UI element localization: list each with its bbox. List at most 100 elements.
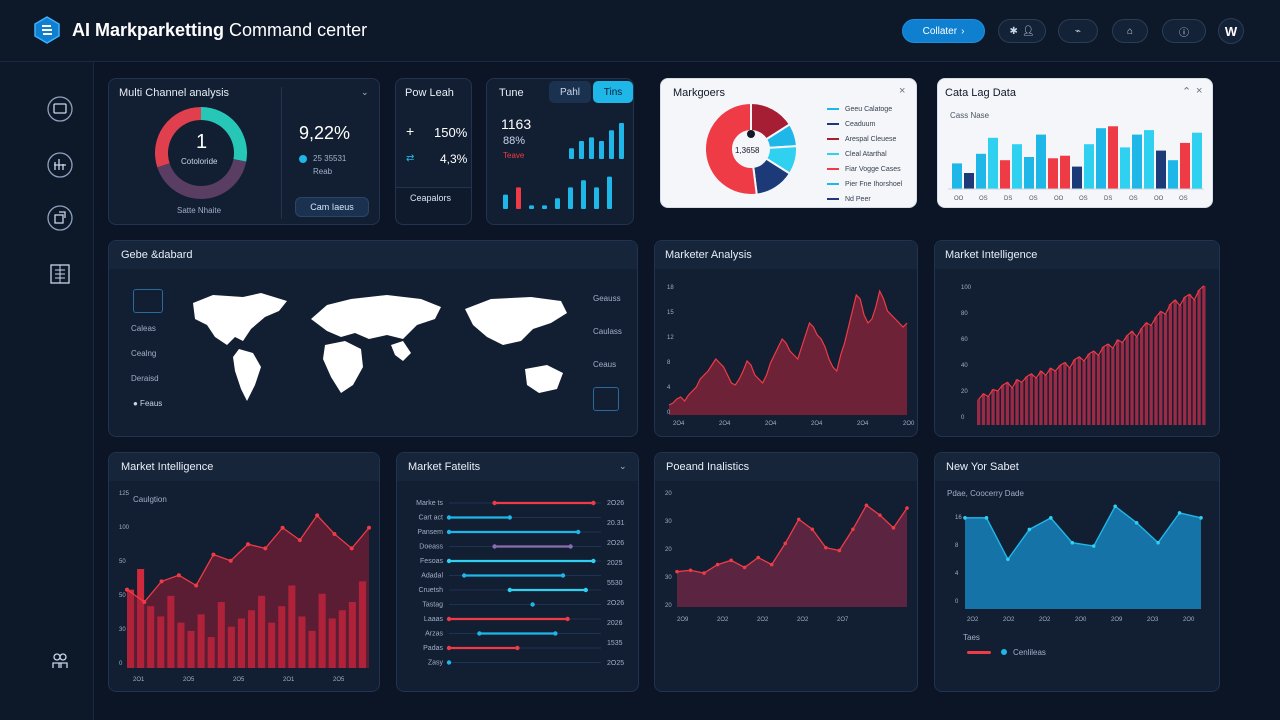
po-point-13 bbox=[851, 527, 855, 532]
geo-left-label: Caleas bbox=[131, 324, 156, 333]
market-intelligence-bottom-panel: Market Intelligence Caulgtion 125 100 50 50… bbox=[108, 452, 380, 692]
close-icon[interactable]: × bbox=[899, 85, 906, 97]
legend-item: Ceaduum bbox=[827, 118, 875, 130]
mf-end-4 bbox=[591, 558, 596, 564]
mi-bar-10 bbox=[1024, 376, 1029, 425]
mf-end-5 bbox=[560, 573, 566, 578]
document-icon[interactable] bbox=[46, 260, 74, 288]
y-tick-label: 12 bbox=[667, 335, 674, 341]
x-tick-label: 2O4 bbox=[857, 421, 869, 427]
po-point-1 bbox=[688, 568, 693, 573]
new-yor-area-chart: 16 8 4 0 2O2 2O2 2O2 2O0 2O9 2O3 2O0 bbox=[955, 504, 1203, 623]
campaign-button[interactable]: Cam Iaeus bbox=[295, 197, 369, 217]
legend-swatch bbox=[827, 138, 839, 140]
donut-segment-0 bbox=[201, 107, 247, 162]
po-point-14 bbox=[864, 503, 869, 508]
x-tick-label: 2O4 bbox=[719, 421, 731, 427]
y-tick-label: 80 bbox=[961, 311, 968, 317]
team-icon[interactable] bbox=[46, 647, 74, 675]
po-point-3 bbox=[715, 562, 720, 567]
x-tick-label: OS bbox=[1029, 196, 1038, 202]
legend-swatch bbox=[827, 108, 839, 110]
mi-bar-19 bbox=[1068, 368, 1072, 425]
mib-point-1 bbox=[142, 600, 147, 604]
y-tick-label: 0 bbox=[955, 599, 959, 605]
mi-bar-6 bbox=[1005, 382, 1010, 425]
market-fatelits-panel: Market Fatelits ⌄ Marke ts Cart act Pansem… bbox=[396, 452, 639, 692]
chevron-down-icon[interactable]: ⌄ bbox=[361, 87, 369, 97]
mi-bar-33 bbox=[1135, 336, 1139, 425]
panel-header bbox=[935, 453, 1219, 481]
x-tick-label: 2O3 bbox=[1147, 617, 1159, 623]
panel-header bbox=[655, 241, 917, 269]
markgoers-pie-chart bbox=[704, 101, 798, 196]
ny-point-1 bbox=[984, 516, 989, 520]
close-icon[interactable]: × bbox=[1196, 85, 1203, 97]
donut-value: 1 bbox=[196, 131, 208, 153]
row1-value: 150% bbox=[434, 125, 468, 140]
avatar[interactable]: W bbox=[1218, 18, 1244, 44]
tune-bottom-bar-8 bbox=[607, 176, 612, 209]
pie-slice-4 bbox=[704, 101, 758, 196]
mi-bar-12 bbox=[1034, 378, 1038, 425]
panel-title: Gebe &dabard bbox=[121, 249, 193, 261]
tune-top-bar-0 bbox=[569, 148, 574, 159]
tune-bottom-bar-1 bbox=[516, 187, 521, 209]
x-tick-label: DS bbox=[1004, 196, 1012, 202]
mi-bar-41 bbox=[1173, 300, 1177, 425]
geo-right-label: Geauss bbox=[593, 294, 621, 303]
mf-right-label: 2O25 bbox=[607, 660, 624, 667]
chevron-down-icon[interactable]: ⌄ bbox=[619, 461, 627, 471]
cata-bar-18 bbox=[1168, 160, 1178, 189]
legend-swatch-red bbox=[967, 651, 991, 654]
pie-center-label: 1,3658 bbox=[735, 146, 760, 155]
monitor-icon[interactable] bbox=[46, 95, 74, 123]
y-tick-label: 30 bbox=[119, 627, 126, 633]
po-point-7 bbox=[769, 562, 774, 567]
mib-point-7 bbox=[246, 542, 250, 547]
mi-bar-3 bbox=[991, 389, 995, 425]
x-tick-label: 2O2 bbox=[757, 617, 769, 623]
tab-tins[interactable]: Tins bbox=[593, 81, 633, 103]
mf-end-6 bbox=[583, 587, 588, 593]
feed-button[interactable]: ⌁ bbox=[1058, 19, 1098, 43]
stat-pct: 88% bbox=[503, 135, 526, 147]
mi-bar-2 bbox=[986, 396, 990, 425]
notifications-button[interactable]: ⌂ bbox=[1112, 19, 1148, 43]
help-button[interactable]: ⓘ bbox=[1162, 19, 1206, 43]
tab-pahl[interactable]: Pahl bbox=[549, 81, 591, 103]
legend-swatch bbox=[827, 183, 839, 185]
donut-hole bbox=[169, 121, 233, 185]
mf-right-label: 1535 bbox=[607, 640, 623, 647]
share-icon[interactable] bbox=[46, 204, 74, 232]
ny-point-0 bbox=[963, 516, 967, 520]
expand-icon[interactable]: ⌃ bbox=[1182, 86, 1192, 98]
mi-bar-31 bbox=[1125, 335, 1129, 425]
mf-right-label: 2O26 bbox=[607, 500, 624, 507]
y-tick-label: 50 bbox=[119, 593, 126, 599]
mf-start-7 bbox=[530, 602, 535, 607]
poeand-area-chart: 20 30 20 30 20 2O9 2O2 2O2 2O2 2O7 bbox=[665, 491, 909, 623]
x-tick-label: 2O5 bbox=[333, 677, 345, 683]
donut-label: Cotoloride bbox=[181, 157, 218, 166]
mf-left-label: Doeass bbox=[419, 544, 443, 551]
legend-label: Cenlileas bbox=[1013, 648, 1046, 657]
collaborate-button[interactable]: Collater › bbox=[902, 19, 985, 43]
apps-button[interactable]: ✱ 👤︎ bbox=[998, 19, 1046, 43]
map-zoom-button[interactable] bbox=[593, 387, 619, 411]
po-point-16 bbox=[891, 526, 896, 530]
legend-item: Nd Peer bbox=[827, 193, 871, 205]
x-tick-label: OO bbox=[1054, 196, 1064, 202]
grid-chart-icon[interactable] bbox=[46, 151, 74, 179]
competitors-button[interactable]: Ceapalors bbox=[410, 193, 452, 203]
market-intelligence-bar-chart: 100 80 60 40 20 0 bbox=[961, 285, 1206, 425]
tune-bar-chart bbox=[503, 123, 624, 209]
tune-top-bar-3 bbox=[599, 141, 604, 159]
legend-label: Geeu Calatoge bbox=[845, 105, 893, 113]
mib-point-0 bbox=[125, 587, 129, 592]
mf-end-2 bbox=[576, 529, 581, 535]
donut-caption: Satte Nhaite bbox=[177, 206, 222, 215]
y-tick-label: 8 bbox=[955, 543, 959, 549]
mi-bar-11 bbox=[1029, 373, 1034, 425]
map-layer-button[interactable] bbox=[133, 289, 163, 313]
